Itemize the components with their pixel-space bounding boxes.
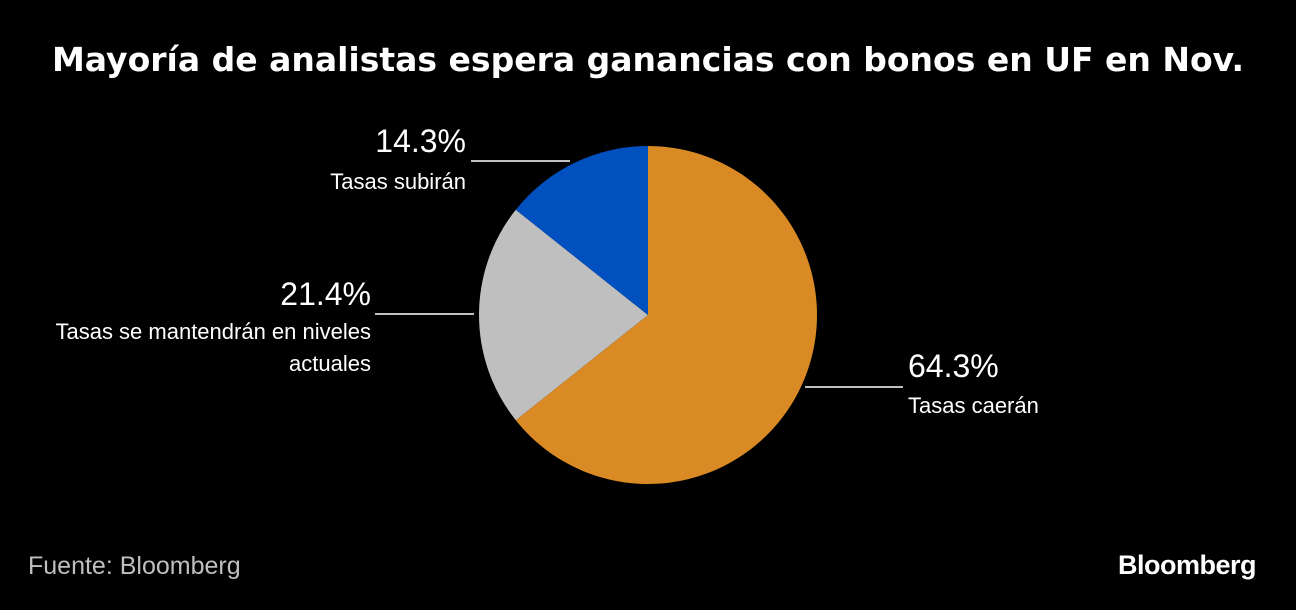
pie-slice bbox=[479, 209, 648, 421]
pie-slice bbox=[515, 146, 818, 484]
brand-logo: Bloomberg bbox=[1117, 550, 1257, 580]
chart-title: Mayoría de analistas espera ganancias co… bbox=[51, 40, 1245, 79]
pie-slice bbox=[515, 146, 648, 315]
slice-label: Tasas caerán bbox=[908, 393, 1039, 418]
value-label: 14.3% bbox=[375, 123, 466, 159]
source: Fuente: Bloomberg bbox=[28, 552, 241, 580]
value-label: 64.3% bbox=[908, 348, 999, 384]
slice-label: Tasas se mantendrán en niveles actuales bbox=[55, 319, 371, 376]
value-label: 21.4% bbox=[280, 276, 371, 312]
slice-label: Tasas subirán bbox=[330, 169, 466, 194]
